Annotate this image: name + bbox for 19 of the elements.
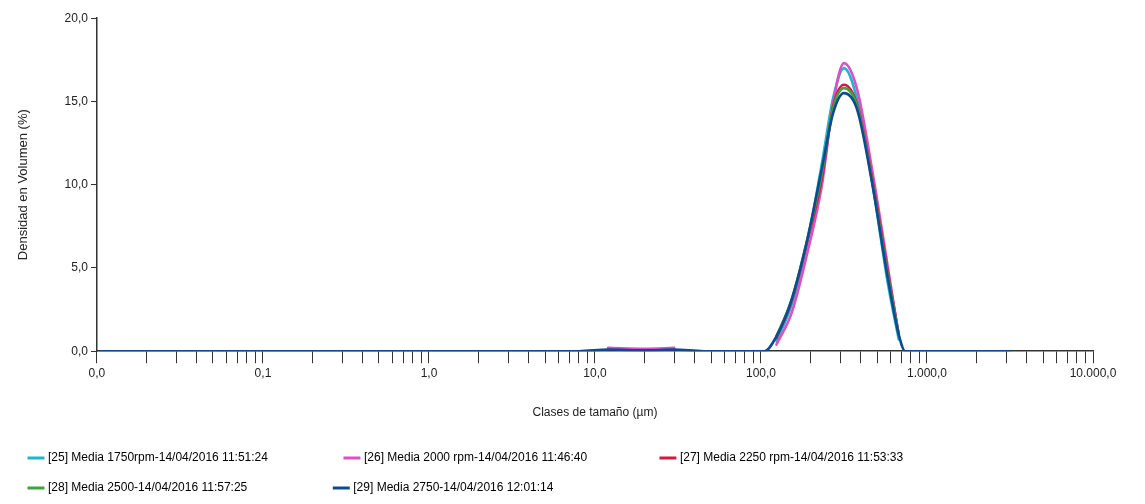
y-tick-label: 20,0: [64, 10, 89, 25]
x-tick-label: 10.000,0: [1069, 365, 1117, 380]
y-tick-label: 10,0: [64, 177, 89, 192]
legend-label: [26] Media 2000 rpm-14/04/2016 11:46:40: [363, 450, 644, 465]
legend-label: [25] Media 1750rpm-14/04/2016 11:51:24: [48, 450, 328, 465]
x-tick-label: 0,1: [254, 365, 272, 380]
y-tick-label: 0,0: [71, 343, 89, 358]
x-tick-label: 1,0: [420, 365, 438, 380]
x-tick-label: 100,0: [745, 365, 777, 380]
legend-label: [28] Media 2500-14/04/2016 11:57:25: [48, 480, 318, 495]
y-axis-title: Densidad en Volumen (%): [15, 109, 31, 261]
y-tick-label: 15,0: [64, 93, 89, 108]
y-tick-label: 5,0: [71, 260, 89, 275]
x-tick-label: 0,0: [88, 365, 106, 380]
x-tick-label: 10,0: [583, 365, 607, 380]
legend-label: [29] Media 2750-14/04/2016 12:01:14: [353, 480, 624, 495]
x-tick-label: 1.000,0: [906, 365, 948, 380]
legend-label: [27] Media 2250 rpm-14/04/2016 11:53:33: [679, 450, 960, 465]
x-axis-title: Clases de tamaño (µm): [532, 405, 658, 420]
